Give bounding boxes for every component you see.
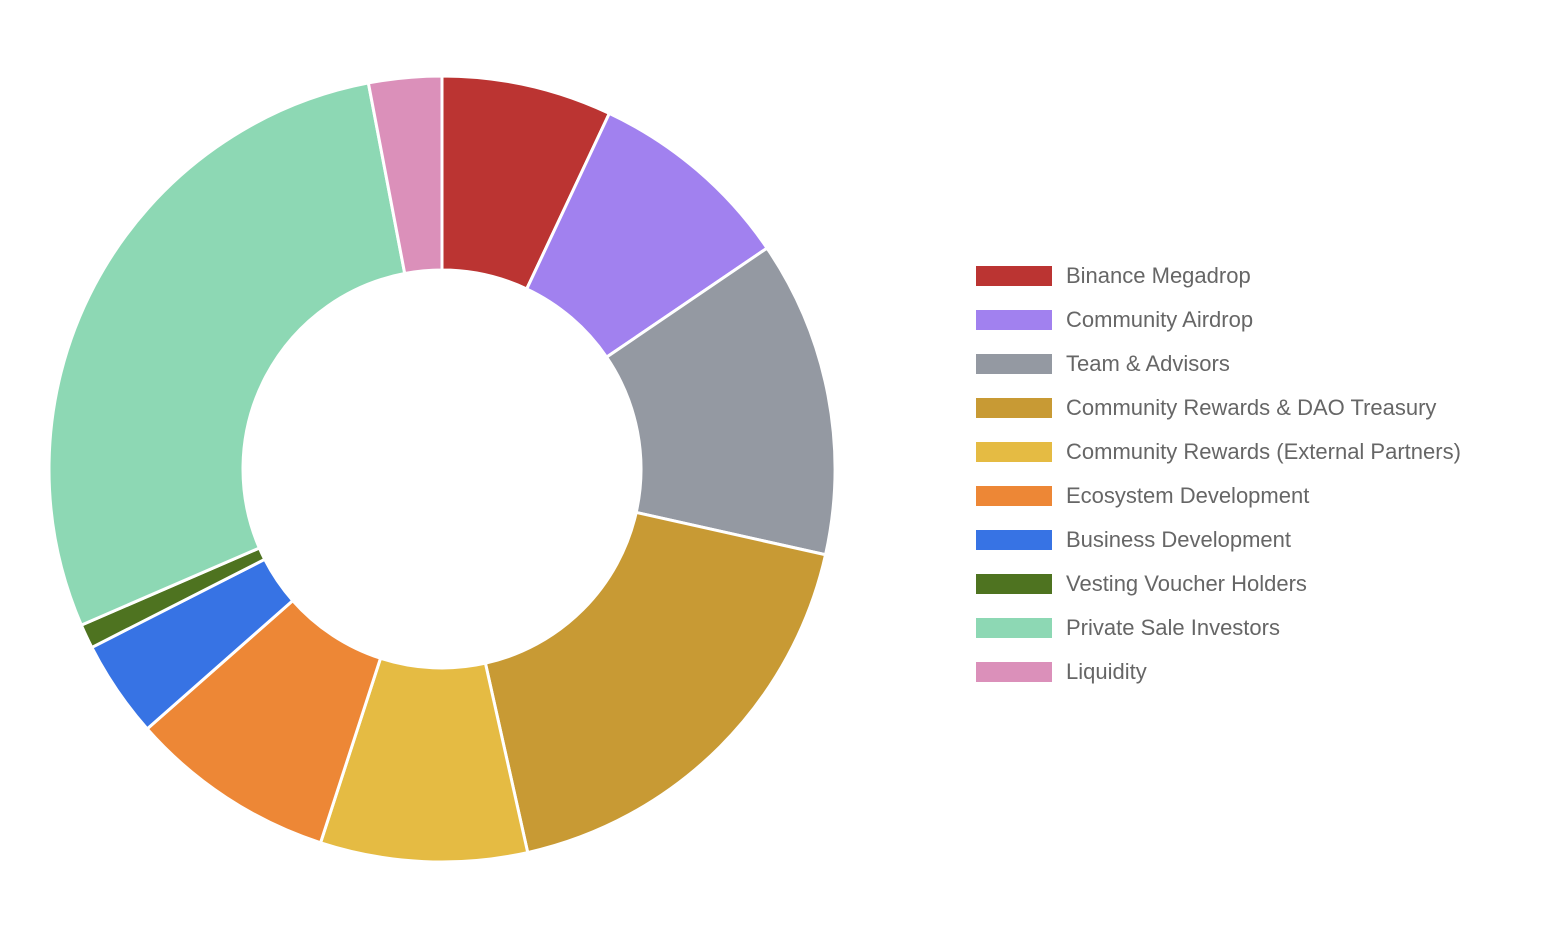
legend-label: Business Development [1066,527,1292,552]
legend-swatch [976,354,1052,374]
slice-private-sale-investors[interactable] [47,81,407,627]
legend-item-liquidity[interactable]: Liquidity [976,650,1461,694]
legend-item-community-rewards-dao-treasury[interactable]: Community Rewards & DAO Treasury [976,386,1461,430]
doughnut-chart [47,74,837,864]
legend-item-binance-megadrop[interactable]: Binance Megadrop [976,254,1461,298]
legend-item-private-sale-investors[interactable]: Private Sale Investors [976,606,1461,650]
slice-team-advisors[interactable] [605,246,837,557]
legend-item-community-airdrop[interactable]: Community Airdrop [976,298,1461,342]
legend-swatch [976,574,1052,594]
legend-label: Liquidity [1066,659,1147,684]
legend-label: Binance Megadrop [1066,263,1251,288]
legend-swatch [976,618,1052,638]
legend-item-ecosystem-development[interactable]: Ecosystem Development [976,474,1461,518]
legend-label: Vesting Voucher Holders [1066,571,1307,596]
legend-swatch [976,486,1052,506]
legend-item-team-advisors[interactable]: Team & Advisors [976,342,1461,386]
legend-swatch [976,530,1052,550]
legend-label: Community Airdrop [1066,307,1254,332]
legend-label: Team & Advisors [1066,351,1230,376]
legend-label: Community Rewards & DAO Treasury [1066,395,1437,420]
legend-swatch [976,442,1052,462]
legend-label: Private Sale Investors [1066,615,1280,640]
slice-liquidity[interactable] [366,74,444,276]
legend-item-community-rewards-external-partners[interactable]: Community Rewards (External Partners) [976,430,1461,474]
chart-legend: Binance Megadrop Community Airdrop Team & … [976,254,1461,694]
legend-label: Community Rewards (External Partners) [1066,439,1461,464]
legend-swatch [976,310,1052,330]
legend-label: Ecosystem Development [1066,483,1310,508]
legend-item-vesting-voucher-holders[interactable]: Vesting Voucher Holders [976,562,1461,606]
legend-item-business-development[interactable]: Business Development [976,518,1461,562]
doughnut-svg [47,74,837,864]
slice-community-rewards-dao-treasury[interactable] [483,510,828,855]
legend-swatch [976,266,1052,286]
legend-swatch [976,398,1052,418]
legend-swatch [976,662,1052,682]
